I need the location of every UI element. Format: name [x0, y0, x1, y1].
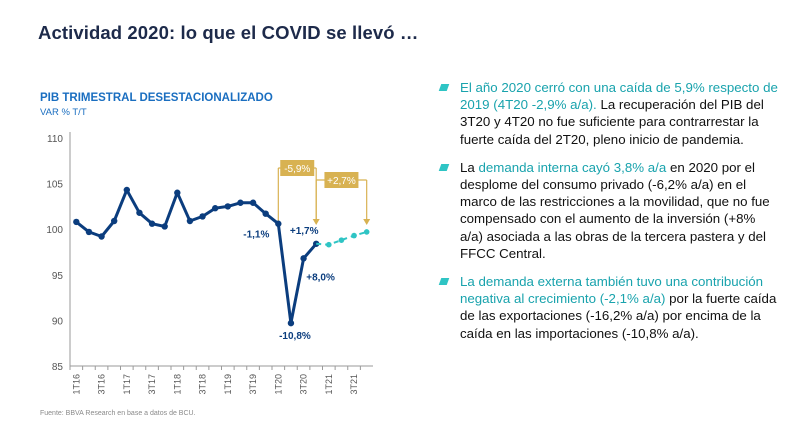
- callout-arrow: [363, 219, 371, 225]
- bullet-marker-icon: [438, 84, 450, 91]
- bullet-segment: La recuperación del PIB del 3T20 y 4T20 …: [460, 97, 764, 147]
- data-point-actual: [123, 186, 131, 194]
- data-point-actual: [249, 199, 257, 206]
- data-point-actual: [199, 213, 206, 220]
- bullet-2-text: La demanda interna cayó 3,8% a/a en 2020…: [460, 160, 770, 261]
- gdp-line-chart: 85 90 95 100 105 110 1T16 3T16 1T17 3T17 1T18 3T18 1…: [46, 132, 373, 395]
- callout-box: [280, 160, 315, 176]
- y-tick-label: 100: [46, 225, 63, 236]
- data-point-forecast: [363, 229, 370, 235]
- data-point-actual: [312, 240, 320, 247]
- data-point-actual: [262, 210, 269, 217]
- y-tick-label: 85: [52, 362, 64, 373]
- chart-title: PIB TRIMESTRAL DESESTACIONALIZADO: [40, 92, 273, 104]
- bullet-marker-icon: [438, 163, 450, 171]
- bullet-segment: por la fuerte caída de las exportaciones…: [460, 291, 777, 341]
- chart-source: Fuente: BBVA Research en base a datos de…: [40, 410, 196, 417]
- callout-label: +2,7%: [327, 176, 356, 187]
- point-label: -1,1%: [243, 230, 269, 241]
- bullet-list: El año 2020 cerró con una caída de 5,9% …: [436, 79, 781, 353]
- x-tick-label: 3T17: [147, 374, 157, 395]
- x-tick-label: 3T19: [248, 374, 258, 395]
- bullet-2: La demanda interna cayó 3,8% a/a en 2020…: [436, 159, 781, 262]
- x-tick-label: 3T16: [97, 374, 107, 395]
- callout-label: -5,9%: [284, 164, 310, 175]
- data-point-actual: [224, 203, 232, 210]
- x-tick-label: 1T17: [122, 374, 132, 395]
- bullet-segment: demanda interna cayó 3,8% a/a: [478, 159, 667, 175]
- bullet-1: El año 2020 cerró con una caída de 5,9% …: [436, 79, 781, 148]
- x-tick-label: 1T19: [223, 374, 233, 395]
- bullet-3: La demanda externa también tuvo una cont…: [436, 273, 781, 342]
- data-point-actual: [98, 233, 105, 240]
- chart-subtitle: VAR % T/T: [40, 107, 87, 118]
- point-label: +1,7%: [290, 226, 319, 237]
- data-point-actual: [275, 220, 282, 227]
- bullet-segment: El año 2020 cerró con una caída de 5,9% …: [460, 80, 778, 113]
- point-label: +8,0%: [306, 272, 335, 283]
- bullet-segment: en 2020 por el desplome del consumo priv…: [460, 159, 770, 261]
- x-tick-label: 3T18: [198, 374, 208, 395]
- data-point-actual: [148, 220, 156, 227]
- y-tick-label: 95: [52, 271, 64, 282]
- data-point-actual: [186, 217, 194, 225]
- x-tick-label: 1T16: [71, 374, 81, 395]
- x-tick-label: 3T21: [349, 374, 359, 395]
- bullet-marker-icon: [438, 278, 450, 286]
- data-point-actual: [110, 217, 118, 225]
- data-point-actual: [136, 209, 143, 216]
- bullet-3-text: La demanda externa también tuvo una cont…: [460, 274, 776, 341]
- point-label: -10,8%: [279, 331, 311, 342]
- bullet-segment: La: [460, 159, 479, 175]
- y-tick-label: 90: [52, 316, 64, 327]
- x-tick-label: 1T20: [273, 374, 283, 395]
- callout-box: [324, 172, 359, 188]
- x-tick-label: 1T21: [324, 374, 334, 395]
- data-point-actual: [161, 223, 168, 230]
- data-point-actual: [73, 218, 80, 226]
- y-tick-label: 105: [46, 180, 63, 191]
- x-tick-label: 1T18: [172, 374, 182, 395]
- data-point-forecast: [326, 241, 332, 248]
- data-point-actual: [237, 199, 244, 206]
- data-point-actual: [174, 189, 181, 196]
- data-point-actual: [85, 228, 93, 236]
- x-tick-label: 3T20: [299, 374, 309, 395]
- data-point-actual: [287, 319, 295, 327]
- bullet-segment: La demanda externa también tuvo una cont…: [460, 274, 764, 307]
- bullet-1-text: El año 2020 cerró con una caída de 5,9% …: [460, 80, 778, 147]
- series-line-actual: [75, 188, 318, 325]
- slide-title: Actividad 2020: lo que el COVID se llevó…: [38, 22, 419, 43]
- data-point-actual: [300, 255, 307, 262]
- data-point-actual: [211, 205, 219, 212]
- data-point-forecast: [338, 237, 345, 243]
- y-tick-label: 110: [47, 134, 63, 145]
- data-point-forecast: [351, 232, 357, 239]
